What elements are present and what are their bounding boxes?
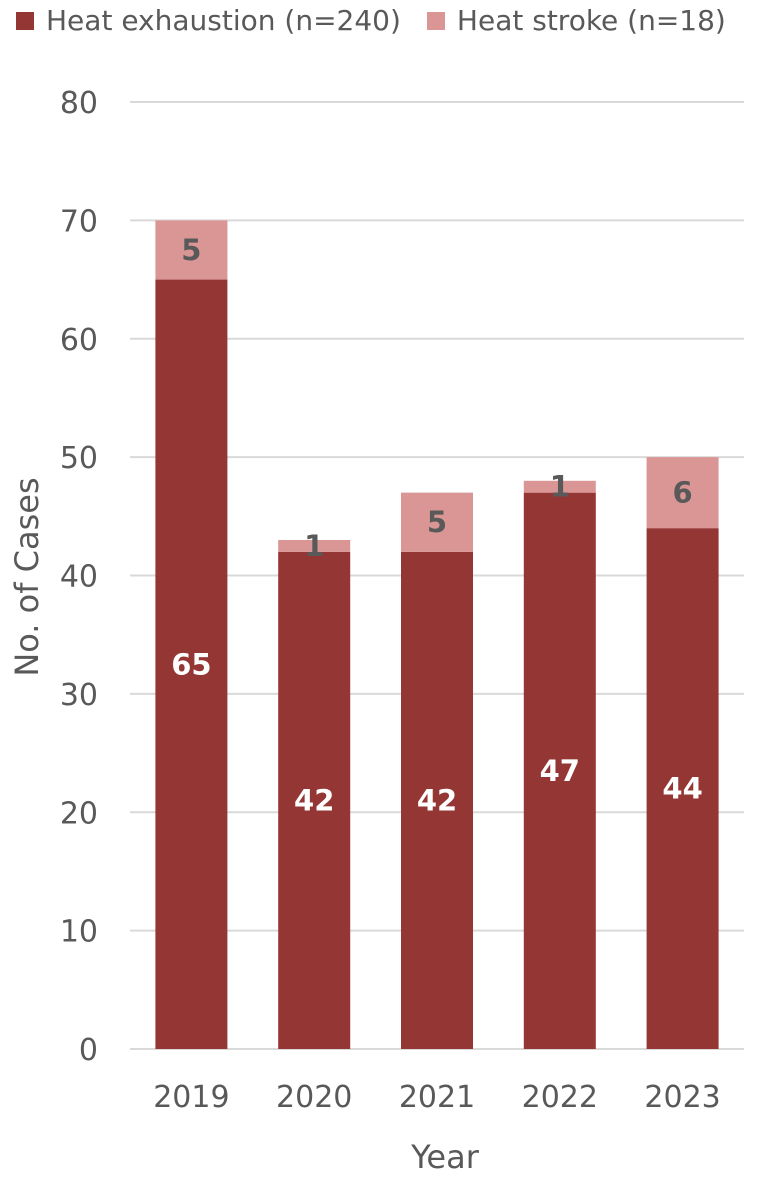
data-label: 5 (181, 233, 201, 267)
bar-segment (523, 492, 596, 1049)
data-label: 5 (427, 505, 447, 539)
x-tick-label: 2022 (522, 1080, 598, 1115)
data-label: 65 (171, 647, 211, 681)
y-axis-title: No. of Cases (8, 477, 46, 676)
x-tick-label: 2019 (153, 1080, 229, 1115)
bar-segment (646, 528, 719, 1049)
data-label: 42 (294, 783, 334, 817)
y-tick-label: 60 (60, 323, 98, 358)
data-label: 6 (673, 476, 693, 510)
legend-item-heat-exhaustion: Heat exhaustion (n=240) (16, 4, 401, 37)
legend-swatch-heat-exhaustion (16, 11, 34, 30)
bar-segment (278, 539, 351, 552)
data-label: 42 (417, 783, 457, 817)
x-axis-ticks: 2019 2020 2021 2022 2023 (153, 1080, 721, 1115)
bar-segment (278, 551, 351, 1049)
legend: Heat exhaustion (n=240) Heat stroke (n=1… (16, 4, 752, 37)
y-tick-label: 10 (60, 915, 98, 950)
bar-segment (646, 457, 719, 529)
legend-item-heat-stroke: Heat stroke (n=18) (426, 4, 726, 37)
data-label: 47 (540, 754, 580, 788)
legend-label-heat-exhaustion: Heat exhaustion (n=240) (46, 4, 401, 37)
y-tick-label: 40 (60, 560, 98, 595)
bar-segment (155, 279, 228, 1049)
y-tick-label: 70 (60, 204, 98, 239)
bar-segment (523, 480, 596, 493)
bar-segment (155, 220, 228, 280)
x-tick-label: 2020 (276, 1080, 352, 1115)
data-labels: 65 5 42 1 42 5 47 1 44 6 (171, 233, 703, 817)
bar-segment (401, 492, 473, 552)
y-axis-ticks: 0 10 20 30 40 50 60 70 80 (60, 86, 98, 1068)
y-tick-label: 30 (60, 678, 98, 713)
x-tick-label: 2023 (644, 1080, 720, 1115)
x-tick-label: 2021 (399, 1080, 475, 1115)
data-label: 1 (550, 470, 570, 504)
x-axis-title: Year (410, 1138, 480, 1176)
bars (155, 220, 719, 1049)
legend-swatch-heat-stroke (426, 11, 445, 30)
legend-label-heat-stroke: Heat stroke (n=18) (456, 4, 726, 37)
data-label: 1 (304, 529, 324, 563)
y-tick-label: 20 (60, 796, 98, 831)
y-tick-label: 80 (60, 86, 98, 121)
y-tick-label: 50 (60, 441, 98, 476)
data-label: 44 (662, 772, 702, 806)
bar-segment (401, 551, 473, 1049)
y-tick-label: 0 (79, 1033, 98, 1068)
